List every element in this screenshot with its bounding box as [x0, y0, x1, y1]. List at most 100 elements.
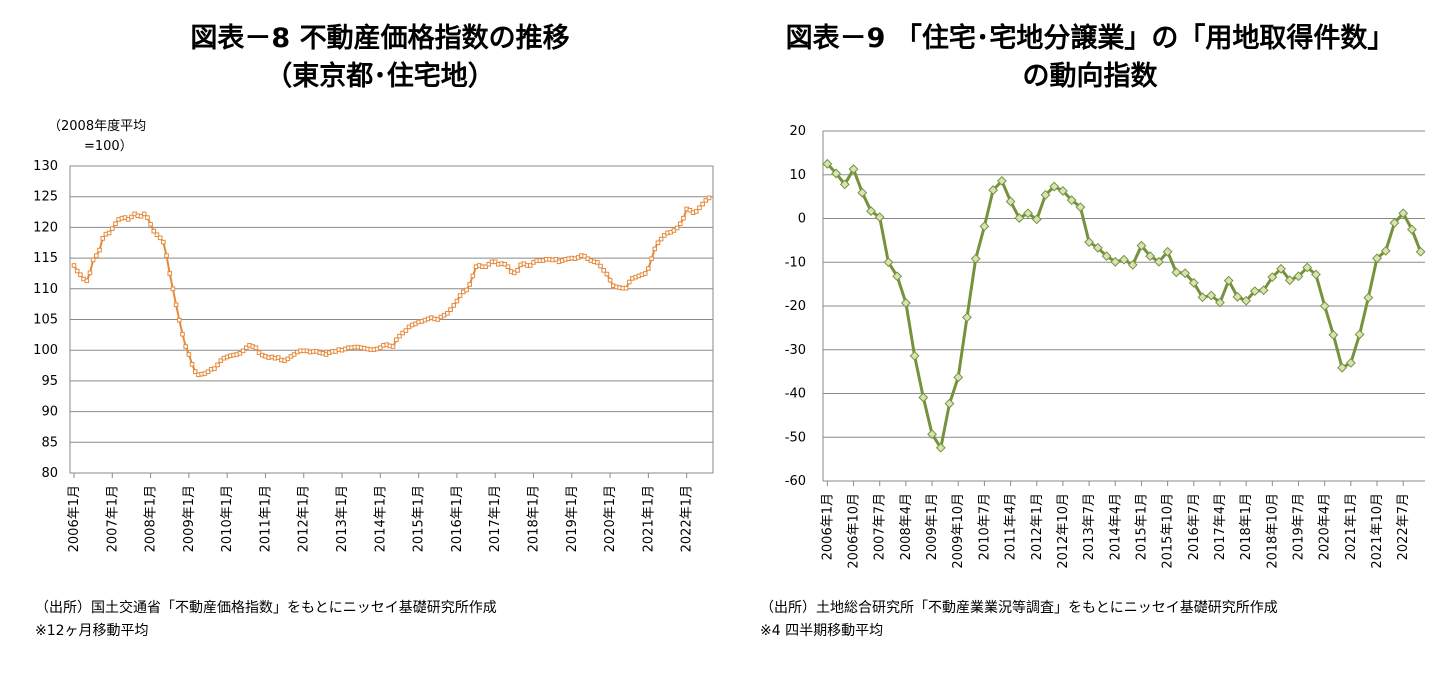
right-x-tick-label: 2012年10月: [1056, 493, 1071, 569]
right-y-tick-label: -10: [785, 255, 806, 270]
left-data-point: [78, 272, 83, 277]
left-x-tick-label: 2010年1月: [220, 485, 235, 552]
right-x-tick-label: 2016年7月: [1187, 493, 1202, 560]
left-data-point: [218, 358, 224, 363]
left-data-point: [378, 345, 383, 351]
right-y-tick-label: 20: [789, 124, 806, 139]
right-x-tick-label: 2009年1月: [925, 493, 940, 560]
right-data-point: [996, 175, 1007, 186]
right-data-point: [935, 442, 946, 453]
right-data-point: [1258, 285, 1269, 296]
left-data-point: [244, 345, 249, 351]
left-data-point: [582, 253, 587, 259]
left-line-chart: （2008年度平均 =100） 80 85 90 95 100 105 110 115 120 1…: [33, 118, 714, 552]
left-y-tick-label: 115: [33, 251, 58, 266]
left-data-point: [454, 298, 460, 304]
right-x-tick-label: 2009年10月: [951, 493, 966, 569]
left-data-point: [553, 257, 559, 262]
left-data-point: [256, 350, 262, 355]
left-data-point: [674, 225, 680, 231]
right-data-point: [953, 372, 964, 383]
left-data-point: [486, 261, 492, 267]
left-data-point: [183, 344, 188, 349]
left-data-point: [703, 198, 709, 203]
left-data-point: [400, 330, 405, 336]
left-x-tick-label: 2017年1月: [488, 485, 503, 552]
right-line-chart: -60 -50 -40 -30 -20 -10 0 10 20 2006年1月 2006年10月 20…: [785, 124, 1426, 569]
right-x-tick-label: 2019年7月: [1291, 493, 1306, 560]
right-x-tick-label: 2022年7月: [1396, 493, 1411, 560]
left-data-point: [601, 268, 606, 273]
left-data-point: [403, 328, 409, 333]
left-data-point: [598, 263, 603, 269]
left-y-tick-label: 130: [33, 159, 58, 174]
left-data-point: [595, 260, 600, 265]
left-data-point: [74, 268, 80, 274]
left-data-point: [291, 352, 297, 357]
left-data-point: [607, 277, 613, 283]
right-data-point: [857, 187, 868, 198]
left-data-point: [642, 271, 648, 276]
left-data-point: [677, 221, 683, 227]
right-data-point: [1153, 256, 1164, 267]
left-y-tick-label: 105: [33, 313, 58, 328]
left-data-point: [448, 307, 453, 312]
left-y-tick-label: 110: [33, 282, 58, 297]
left-unit-line2: =100）: [84, 139, 133, 154]
right-data-point: [1197, 292, 1208, 303]
right-data-point: [839, 179, 850, 190]
left-data-point: [697, 205, 702, 211]
right-data-point: [1363, 292, 1374, 303]
left-x-tick-label: 2020年1月: [603, 485, 618, 552]
left-data-point: [655, 240, 661, 246]
left-data-point: [515, 268, 520, 273]
left-data-point: [212, 366, 217, 371]
left-data-point: [435, 317, 441, 322]
right-data-point: [1398, 208, 1409, 219]
left-data-point: [173, 302, 179, 308]
left-data-point: [192, 369, 198, 374]
left-data-point: [129, 214, 134, 220]
left-title-line2: （東京都･住宅地）: [265, 61, 495, 92]
left-data-point: [205, 369, 211, 374]
right-data-point: [988, 185, 999, 195]
right-y-tick-label: -30: [785, 343, 806, 358]
right-x-tick-label: 2013年7月: [1082, 493, 1097, 560]
right-data-point: [1127, 259, 1138, 270]
left-data-point: [451, 303, 457, 308]
left-x-tick-label: 2015年1月: [412, 485, 427, 552]
right-x-tick-label: 2017年4月: [1213, 493, 1228, 560]
right-y-tick-label: -20: [785, 299, 806, 314]
right-x-tick-label: 2012年1月: [1030, 493, 1045, 560]
left-x-tick-label: 2018年1月: [526, 485, 541, 552]
left-data-point: [623, 285, 629, 291]
left-data-point: [393, 337, 399, 343]
left-data-point: [145, 215, 150, 220]
right-data-point: [1180, 268, 1190, 279]
left-x-tick-label: 2019年1月: [565, 485, 580, 552]
right-x-tick-label: 2015年1月: [1134, 493, 1149, 560]
right-data-point: [900, 298, 911, 308]
right-data-point: [1145, 251, 1156, 262]
left-x-tick-label: 2008年1月: [144, 485, 159, 552]
left-data-point: [237, 350, 243, 356]
right-data-point: [1380, 245, 1391, 256]
right-data-point: [1040, 189, 1051, 200]
left-data-point: [186, 352, 192, 357]
left-data-point: [467, 282, 472, 287]
left-y-tick-label: 95: [41, 374, 58, 389]
right-source: （出所）土地総合研究所「不動産業業況等調査」をもとにニッセイ基礎研究所作成: [760, 600, 1278, 616]
left-data-point: [658, 236, 664, 242]
right-x-tick-label: 2014年4月: [1108, 493, 1123, 560]
left-data-point: [662, 233, 667, 238]
right-x-tick-label: 2008年4月: [899, 493, 914, 560]
right-data-point: [1284, 275, 1295, 286]
left-data-point: [240, 348, 246, 354]
left-chart-title: 図表－8 不動産価格指数の推移 （東京都･住宅地）: [40, 20, 720, 96]
left-data-point: [113, 221, 118, 227]
left-data-point: [180, 331, 185, 337]
right-x-tick-label: 2015年10月: [1161, 493, 1176, 569]
right-data-point: [1110, 256, 1121, 267]
left-data-point: [164, 253, 169, 258]
right-data-point: [944, 398, 955, 409]
